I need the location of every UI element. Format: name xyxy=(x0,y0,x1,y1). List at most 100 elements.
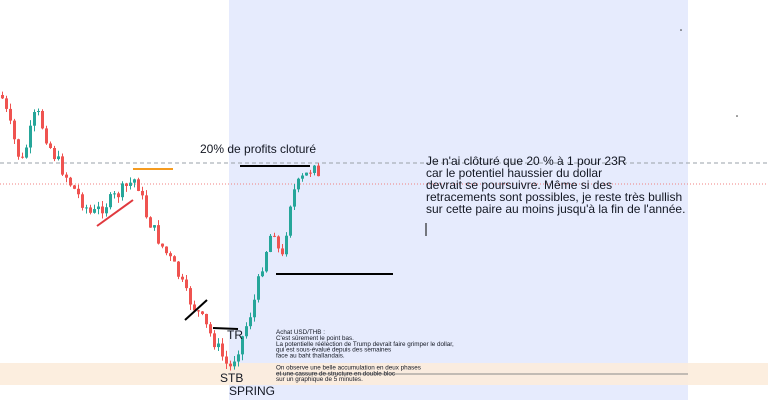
candle-body xyxy=(269,235,272,252)
candle-body xyxy=(169,253,172,257)
candle-body xyxy=(181,276,184,280)
candle-body xyxy=(249,317,252,327)
candle-body xyxy=(85,207,88,209)
candle-body xyxy=(301,175,304,179)
candle-body xyxy=(105,207,108,214)
candle-body xyxy=(185,279,188,289)
note-line: Achat USD/THB : xyxy=(276,329,325,336)
candle-body xyxy=(253,299,256,318)
candle-body xyxy=(145,195,148,218)
candle-body xyxy=(277,236,280,249)
date-range-highlight xyxy=(229,0,688,400)
spring-label: SPRING xyxy=(229,384,275,398)
note-line: sur un graphique de 5 minutes. xyxy=(276,376,363,383)
candle-body xyxy=(9,108,12,121)
candle-body xyxy=(129,182,132,186)
candle-body xyxy=(125,183,128,186)
candle-body xyxy=(53,147,56,160)
candle-body xyxy=(261,271,264,277)
note-line: C'est sûrement le point bas. xyxy=(276,335,354,342)
candle-body xyxy=(141,190,144,196)
trend-line xyxy=(96,199,134,227)
candle-body xyxy=(229,363,232,367)
candle-body xyxy=(5,98,8,109)
candle-body xyxy=(45,128,48,144)
candle-body xyxy=(93,209,96,213)
commentary-line: Je n'ai clôturé que 20 % à 1 pour 23R xyxy=(426,154,627,168)
candle-body xyxy=(49,143,52,148)
candle-body xyxy=(117,193,120,198)
candle-body xyxy=(293,189,296,207)
candle-body xyxy=(1,95,4,99)
candle-body xyxy=(113,193,116,195)
candle-body xyxy=(245,326,248,337)
candle-body xyxy=(109,194,112,208)
candle-body xyxy=(97,206,100,210)
candle-body xyxy=(77,188,80,195)
commentary: Je n'ai clôturé que 20 % à 1 pour 23Rcar… xyxy=(426,154,685,216)
candle-body xyxy=(309,172,312,174)
candle-body xyxy=(133,179,136,183)
dot xyxy=(680,29,682,31)
candle-body xyxy=(197,310,200,312)
candle-body xyxy=(89,207,92,213)
candle-body xyxy=(57,156,60,160)
note-line: La potentielle réélection de Trump devra… xyxy=(276,341,454,348)
candle-body xyxy=(137,179,140,191)
candle-body xyxy=(257,276,260,300)
candle-body xyxy=(285,235,288,255)
candle-body xyxy=(33,112,36,126)
candle-body xyxy=(273,235,276,237)
candle-body xyxy=(201,311,204,314)
candle-body xyxy=(173,256,176,262)
candle-body xyxy=(221,343,224,357)
candle-body xyxy=(149,217,152,228)
candle-body xyxy=(305,172,308,176)
commentary-line: retracements sont possibles, je reste tr… xyxy=(426,190,682,204)
candle-body xyxy=(161,243,164,247)
candle-body xyxy=(233,361,236,367)
candle-body xyxy=(217,343,220,348)
note-line: et une cassure de structure en double bl… xyxy=(276,370,395,377)
note-line: On observe une belle accumulation en deu… xyxy=(276,364,421,371)
candle-body xyxy=(281,248,284,255)
commentary-line: devrait se poursuivre. Même si des xyxy=(426,178,612,192)
candle-body xyxy=(37,110,40,113)
candle-body xyxy=(177,261,180,277)
candle-body xyxy=(73,185,76,189)
candle-body xyxy=(313,165,316,173)
candle-body xyxy=(101,206,104,214)
candle-body xyxy=(209,324,212,334)
candle-body xyxy=(213,333,216,348)
candle-body xyxy=(189,288,192,305)
candle-body xyxy=(193,304,196,311)
candle-body xyxy=(157,225,160,244)
candle-body xyxy=(153,225,156,228)
commentary-line: sur cette paire au moins jusqu'à la fin … xyxy=(426,202,685,216)
candle-body xyxy=(165,246,168,254)
note-line: qui est sous-évalué depuis des semaines xyxy=(276,347,391,354)
note: Achat USD/THB :C'est sûrement le point b… xyxy=(276,329,454,383)
candle-body xyxy=(69,177,72,186)
candle-body xyxy=(205,313,208,325)
commentary-line: car le potentiel haussier du dollar xyxy=(426,166,602,180)
candle-body xyxy=(17,139,20,157)
profit-label: 20% de profits cloturé xyxy=(200,142,316,156)
tr-label: TR xyxy=(227,328,243,342)
candle-body xyxy=(25,147,28,158)
candle-body xyxy=(289,206,292,236)
candle-body xyxy=(41,110,44,129)
candle-body xyxy=(225,356,228,364)
candles xyxy=(1,91,320,371)
candle-body xyxy=(13,120,16,140)
candle-body xyxy=(65,174,68,178)
note-line: face au baht thaïlandais. xyxy=(276,353,345,360)
candle-body xyxy=(29,125,32,148)
candle-body xyxy=(237,354,240,362)
dot xyxy=(736,115,738,117)
candle-body xyxy=(241,336,244,355)
candle-body xyxy=(121,183,124,198)
stb-label: STB xyxy=(220,371,243,385)
candle-body xyxy=(317,165,320,177)
